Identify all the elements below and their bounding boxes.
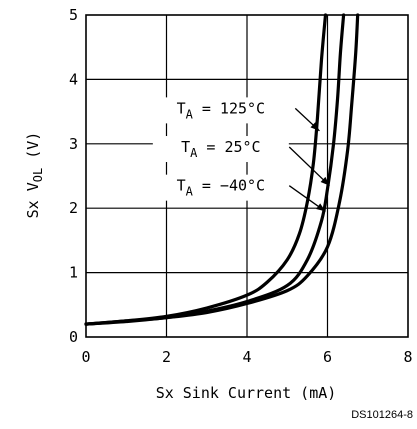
y-axis-title-main: Sx V [24, 182, 42, 218]
y-tick-label: 4 [69, 70, 78, 88]
annotation-bg [152, 136, 289, 163]
series-line-2 [84, 13, 360, 326]
temperature-annotation: TA = −40°C [177, 177, 266, 199]
x-tick-labels: 0 2 4 6 8 [81, 348, 412, 366]
y-tick-label: 2 [69, 199, 78, 217]
annotation-value: = 125°C [193, 99, 265, 117]
annotation-symbol: T [181, 138, 190, 156]
annotation-value: = 25°C [197, 138, 260, 156]
x-axis-title: Sx Sink Current (mA) [156, 384, 337, 402]
annotation-subscript: A [186, 107, 194, 121]
y-tick-label: 0 [69, 328, 78, 346]
x-tick-label: 2 [162, 348, 171, 366]
annotation-bg [152, 174, 289, 201]
y-axis-title: Sx VOL (V) [24, 132, 45, 219]
x-tick-label: 4 [242, 348, 251, 366]
x-tick-label: 0 [81, 348, 90, 366]
annotation-value: = −40°C [193, 177, 265, 195]
annotation-arrowhead [316, 203, 326, 212]
annotation-arrowhead [310, 122, 320, 131]
y-axis-title-unit: (V) [24, 132, 42, 168]
plot-frame [85, 14, 409, 338]
annotation-symbol: T [177, 177, 186, 195]
annotation-subscript: A [186, 185, 194, 199]
y-tick-label: 5 [69, 6, 78, 24]
y-tick-labels: 0 1 2 3 4 5 [69, 6, 78, 346]
figure-id: DS101264-8 [351, 409, 413, 421]
y-axis-title-subscript: OL [31, 168, 45, 182]
y-tick-label: 3 [69, 135, 78, 153]
annotation-bg [152, 97, 289, 124]
y-tick-label: 1 [69, 264, 78, 282]
x-tick-label: 8 [403, 348, 412, 366]
annotation-leader [288, 146, 330, 187]
annotations: TA = 125°CTA = 25°CTA = −40°C [152, 97, 330, 212]
annotation-symbol: T [177, 99, 186, 117]
series-layer [84, 13, 360, 326]
x-tick-label: 6 [323, 348, 332, 366]
temperature-annotation: TA = 125°C [177, 99, 266, 121]
annotation-subscript: A [190, 146, 198, 160]
series-line-0 [84, 13, 328, 326]
temperature-annotation: TA = 25°C [181, 138, 260, 160]
annotation-arrowhead [320, 176, 330, 186]
